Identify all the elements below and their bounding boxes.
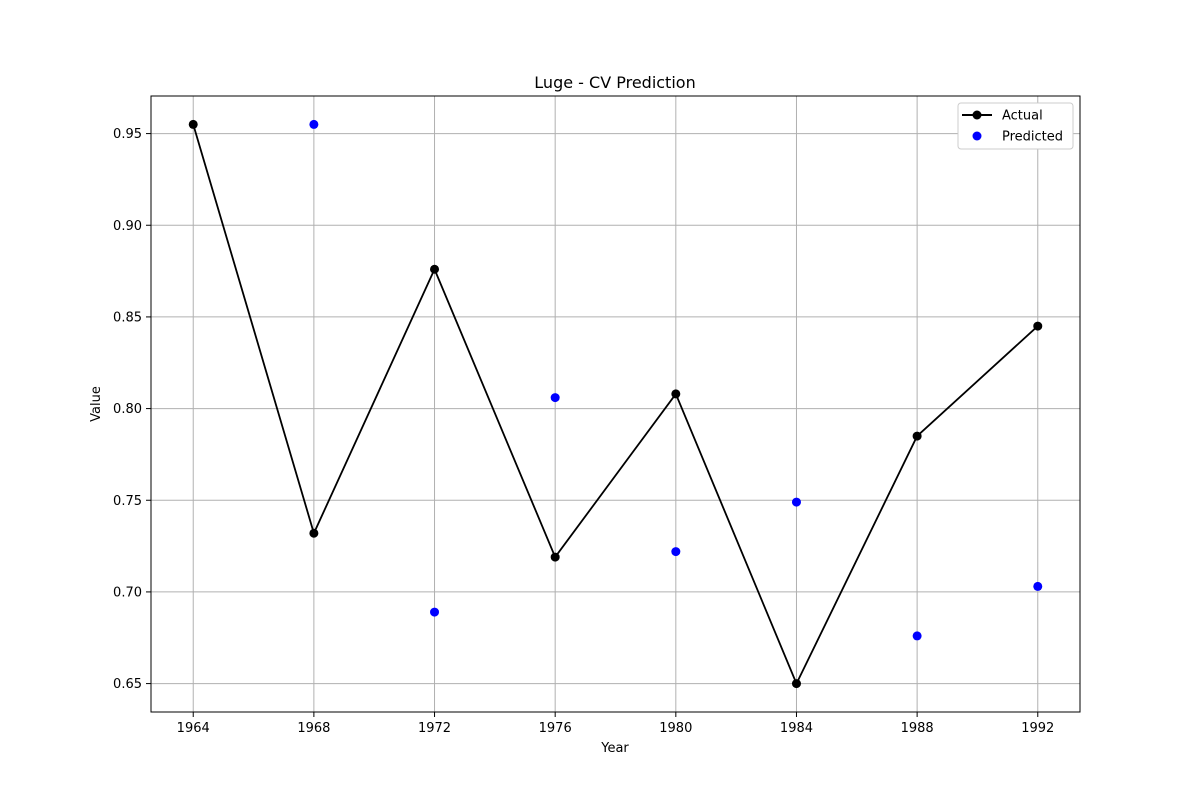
x-tick-label: 1972 xyxy=(418,721,451,736)
actual-point xyxy=(912,431,922,441)
x-tick-label: 1992 xyxy=(1021,721,1054,736)
legend-actual-label: Actual xyxy=(1002,109,1043,124)
series xyxy=(188,119,1043,689)
y-tick-label: 0.95 xyxy=(113,127,142,142)
x-tick-label: 1984 xyxy=(780,721,813,736)
plot-frame xyxy=(150,95,1081,713)
y-tick-label: 0.80 xyxy=(113,402,142,417)
actual-point xyxy=(1033,321,1043,331)
predicted-point xyxy=(791,497,801,507)
y-tick-label: 0.65 xyxy=(113,677,142,692)
x-tick-label: 1968 xyxy=(297,721,330,736)
legend-predicted-marker xyxy=(972,131,982,141)
actual-point xyxy=(791,679,801,689)
x-tick-label: 1976 xyxy=(539,721,572,736)
actual-point xyxy=(671,389,681,399)
x-tick-label: 1988 xyxy=(901,721,934,736)
predicted-point xyxy=(430,607,440,617)
actual-point xyxy=(309,528,319,538)
predicted-point xyxy=(309,119,319,129)
y-tick-label: 0.75 xyxy=(113,494,142,509)
x-axis-label: Year xyxy=(600,741,629,756)
predicted-point xyxy=(1033,581,1043,591)
grid xyxy=(151,96,1080,712)
actual-line xyxy=(192,124,1039,686)
x-tick-label: 1980 xyxy=(659,721,692,736)
actual-point xyxy=(550,552,560,562)
y-tick-label: 0.70 xyxy=(113,585,142,600)
axis-ticks: 1964 1968 1972 1976 1980 1984 1988 1992 0.65 0.70… xyxy=(113,127,1054,736)
y-axis-label: Value xyxy=(89,386,104,422)
legend-actual-marker xyxy=(972,110,982,120)
predicted-point xyxy=(912,631,922,641)
x-tick-label: 1964 xyxy=(177,721,210,736)
actual-point xyxy=(188,119,198,129)
predicted-point xyxy=(550,393,560,403)
chart-title: Luge - CV Prediction xyxy=(534,73,695,92)
y-tick-label: 0.90 xyxy=(113,219,142,234)
y-tick-label: 0.85 xyxy=(113,310,142,325)
predicted-point xyxy=(671,547,681,557)
legend: Actual Predicted xyxy=(957,102,1074,150)
actual-point xyxy=(430,264,440,274)
legend-predicted-label: Predicted xyxy=(1002,130,1063,145)
